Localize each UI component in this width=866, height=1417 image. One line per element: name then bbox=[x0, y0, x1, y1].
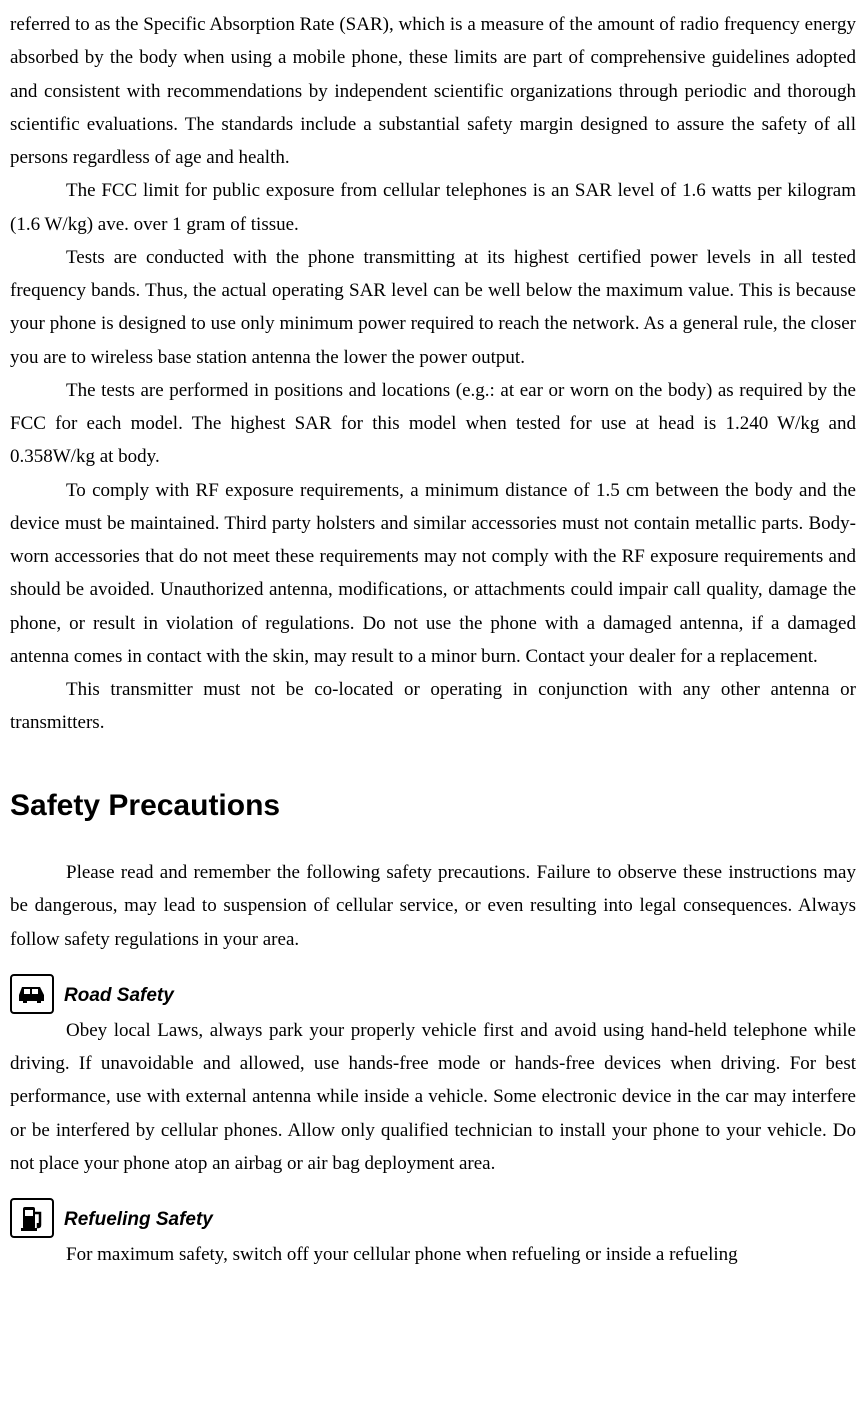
road-safety-heading-row: Road Safety bbox=[10, 974, 856, 1014]
sar-intro-paragraph: referred to as the Specific Absorption R… bbox=[10, 8, 856, 174]
transmitter-colocation-paragraph: This transmitter must not be co-located … bbox=[10, 673, 856, 740]
road-safety-paragraph: Obey local Laws, always park your proper… bbox=[10, 1014, 856, 1180]
test-positions-paragraph: The tests are performed in positions and… bbox=[10, 374, 856, 474]
fuel-pump-icon bbox=[10, 1198, 54, 1238]
safety-intro-paragraph: Please read and remember the following s… bbox=[10, 856, 856, 956]
car-icon bbox=[10, 974, 54, 1014]
rf-exposure-paragraph: To comply with RF exposure requirements,… bbox=[10, 474, 856, 674]
safety-precautions-heading: Safety Precautions bbox=[10, 780, 856, 833]
road-safety-subheading: Road Safety bbox=[64, 979, 174, 1014]
refueling-safety-heading-row: Refueling Safety bbox=[10, 1198, 856, 1238]
refueling-safety-paragraph: For maximum safety, switch off your cell… bbox=[10, 1238, 856, 1271]
refueling-safety-subheading: Refueling Safety bbox=[64, 1203, 213, 1238]
tests-conducted-paragraph: Tests are conducted with the phone trans… bbox=[10, 241, 856, 374]
fcc-limit-paragraph: The FCC limit for public exposure from c… bbox=[10, 174, 856, 241]
